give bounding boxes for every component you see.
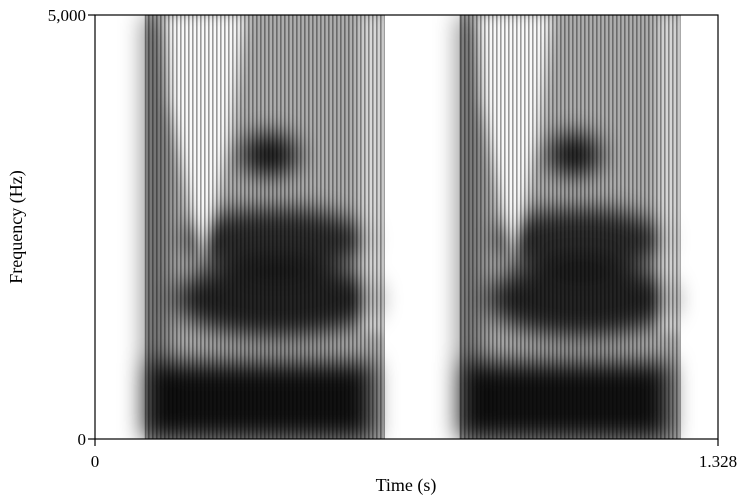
y-axis-label: Frequency (Hz) (6, 170, 27, 283)
y-tick-label-max: 5,000 (48, 6, 86, 25)
spectrogram-segment-1 (144, 15, 385, 439)
x-tick-label-min: 0 (91, 452, 100, 471)
x-tick-label-max: 1.328 (699, 452, 737, 471)
x-axis-label: Time (s) (376, 475, 437, 496)
y-tick-label-min: 0 (78, 430, 87, 449)
spectrogram-image (144, 15, 681, 439)
plot-frame (94, 14, 719, 440)
spectrogram-segment-2 (459, 15, 681, 439)
